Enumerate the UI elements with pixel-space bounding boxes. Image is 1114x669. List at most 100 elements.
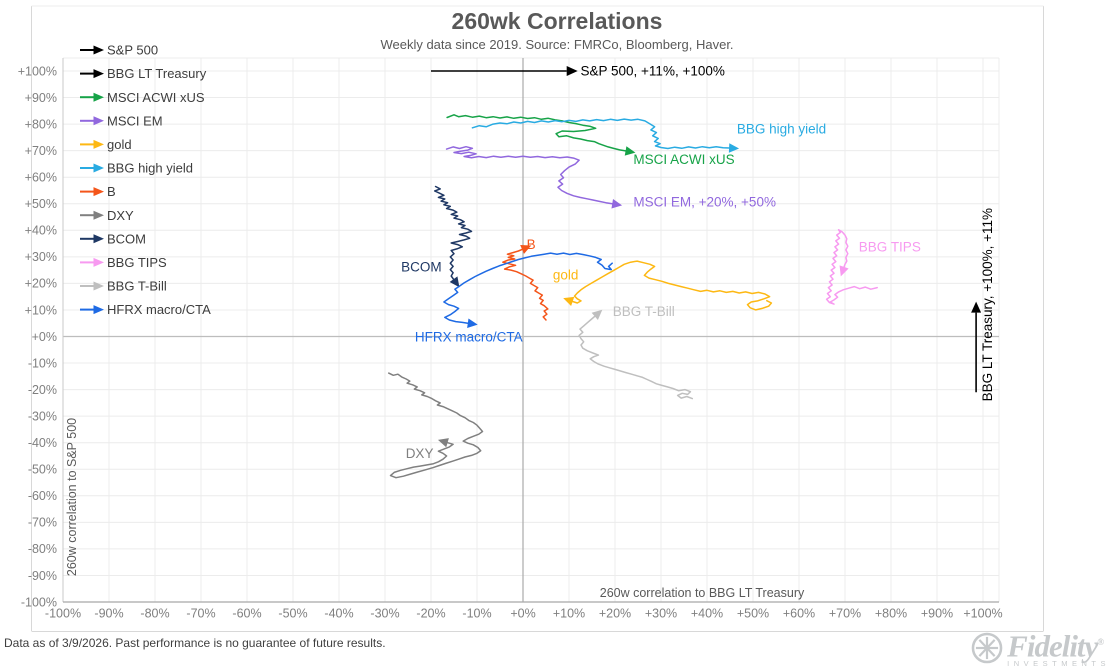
fidelity-logo: Fidelity® INVESTMENTS — [970, 628, 1110, 668]
y-tick-label: +0% — [32, 330, 57, 344]
legend-arrowhead-bbg-tips — [93, 257, 104, 267]
series-label-msci-acwi-xus: MSCI ACWI xUS — [633, 152, 734, 167]
legend-arrowhead-gold — [93, 139, 104, 149]
legend-item-bcom: BCOM — [107, 231, 146, 246]
y-tick-label: -100% — [21, 595, 57, 609]
legend-item-bbg-lt-treasury: BBG LT Treasury — [107, 66, 207, 81]
series-gold — [571, 260, 773, 311]
legend-item-msci-acwi-xus: MSCI ACWI xUS — [107, 90, 205, 105]
series-arrow-gold — [563, 296, 575, 306]
legend-arrowhead-dxy — [93, 210, 104, 220]
y-tick-label: +60% — [25, 171, 57, 185]
x-tick-label: -80% — [140, 607, 169, 621]
series-arrow-bbg-tips — [839, 265, 849, 277]
logo-wordmark: Fidelity® — [1007, 628, 1104, 664]
series-label-bbg-t-bill: BBG T-Bill — [613, 304, 675, 319]
series-label-hfrx-macro-cta: HFRX macro/CTA — [415, 329, 523, 344]
y-tick-label: +50% — [25, 197, 57, 211]
x-tick-label: -60% — [232, 607, 261, 621]
x-tick-label: +80% — [875, 607, 907, 621]
series-msci-em — [445, 145, 613, 205]
x-tick-label: +0% — [510, 607, 535, 621]
legend-item-bbg-tips: BBG TIPS — [107, 255, 167, 270]
x-tick-label: -50% — [278, 607, 307, 621]
series-arrow-msci-acwi-xus — [624, 146, 636, 156]
x-tick-label: -40% — [324, 607, 353, 621]
series-label-b: B — [527, 237, 536, 252]
x-tick-label: +40% — [691, 607, 723, 621]
legend-item-hfrx-macro-cta: HFRX macro/CTA — [107, 302, 211, 317]
page-title: 260wk Correlations — [451, 8, 663, 34]
x-tick-label: +60% — [783, 607, 815, 621]
legend-item-dxy: DXY — [107, 208, 134, 223]
legend-arrowhead-bcom — [93, 234, 104, 244]
legend-item-b: B — [107, 184, 116, 199]
series-label-bcom: BCOM — [401, 259, 442, 274]
x-tick-label: +70% — [829, 607, 861, 621]
y-tick-label: +20% — [25, 277, 57, 291]
x-tick-label: +100% — [963, 607, 1002, 621]
logo-investments: INVESTMENTS — [1007, 659, 1110, 669]
series-label-dxy: DXY — [406, 446, 434, 461]
series-arrow-bbg-high-yield — [728, 143, 740, 153]
series-arrow-msci-em — [611, 199, 623, 209]
y-tick-label: -80% — [28, 542, 57, 556]
legend-arrowhead-hfrx-macro-cta — [93, 305, 104, 315]
legend-arrowhead-bbg-lt-treasury — [93, 69, 104, 79]
series-b — [502, 248, 549, 321]
legend-item-bbg-t-bill: BBG T-Bill — [107, 279, 167, 294]
annotation-label-sp500-arrow: S&P 500, +11%, +100% — [581, 64, 725, 79]
series-arrow-hfrx-macro-cta — [467, 318, 478, 328]
series-arrow-b — [520, 245, 532, 254]
series-label-gold: gold — [553, 267, 579, 282]
series-dxy — [387, 372, 484, 479]
legend-arrowhead-msci-em — [93, 116, 104, 126]
chart-subtitle: Weekly data since 2019. Source: FMRCo, B… — [380, 37, 734, 52]
series-label-msci-em: MSCI EM, +20%, +50% — [633, 194, 776, 209]
series-msci-acwi-xus — [446, 114, 627, 152]
y-tick-label: -90% — [28, 569, 57, 583]
x-tick-label: +90% — [921, 607, 953, 621]
registered-mark: ® — [1097, 637, 1104, 647]
x-tick-label: -30% — [370, 607, 399, 621]
y-tick-label: -60% — [28, 489, 57, 503]
y-tick-label: -40% — [28, 436, 57, 450]
series-arrow-bbg-t-bill — [591, 309, 603, 320]
x-tick-label: +30% — [645, 607, 677, 621]
legend-arrowhead-msci-acwi-xus — [93, 92, 104, 102]
series-label-bbg-tips: BBG TIPS — [859, 240, 921, 255]
y-tick-label: -10% — [28, 356, 57, 370]
series-arrow-dxy — [437, 438, 449, 448]
y-tick-label: +80% — [25, 117, 57, 131]
x-tick-label: +20% — [599, 607, 631, 621]
series-bbg-t-bill — [578, 315, 694, 400]
series-hfrx-macro-cta — [443, 252, 613, 324]
x-tick-label: -20% — [416, 607, 445, 621]
y-tick-label: +40% — [25, 224, 57, 238]
y-tick-label: -20% — [28, 383, 57, 397]
series-arrow-bcom — [449, 276, 460, 288]
x-tick-label: +10% — [553, 607, 585, 621]
legend-item-bbg-high-yield: BBG high yield — [107, 161, 193, 176]
y-tick-label: +90% — [25, 91, 57, 105]
y-tick-label: +30% — [25, 250, 57, 264]
x-tick-label: -100% — [45, 607, 81, 621]
series-bbg-tips — [825, 229, 878, 305]
series-label-bbg-high-yield: BBG high yield — [737, 121, 826, 136]
series-bcom — [433, 185, 473, 280]
legend-arrowhead-s-p-500 — [93, 45, 104, 55]
y-tick-label: -70% — [28, 516, 57, 530]
legend-arrowhead-bbg-high-yield — [93, 163, 104, 173]
legend-item-gold: gold — [107, 137, 132, 152]
y-tick-label: -50% — [28, 463, 57, 477]
legend-arrowhead-b — [93, 187, 104, 197]
y-tick-label: +10% — [25, 303, 57, 317]
legend-item-msci-em: MSCI EM — [107, 113, 163, 128]
fidelity-sun-icon — [971, 632, 1003, 664]
legend-item-s-p-500: S&P 500 — [107, 43, 158, 58]
x-tick-label: -10% — [462, 607, 491, 621]
x-tick-label: -90% — [94, 607, 123, 621]
x-axis-title: 260w correlation to BBG LT Treasury — [600, 586, 805, 600]
y-axis-title: 260w correlation to S&P 500 — [65, 418, 79, 576]
